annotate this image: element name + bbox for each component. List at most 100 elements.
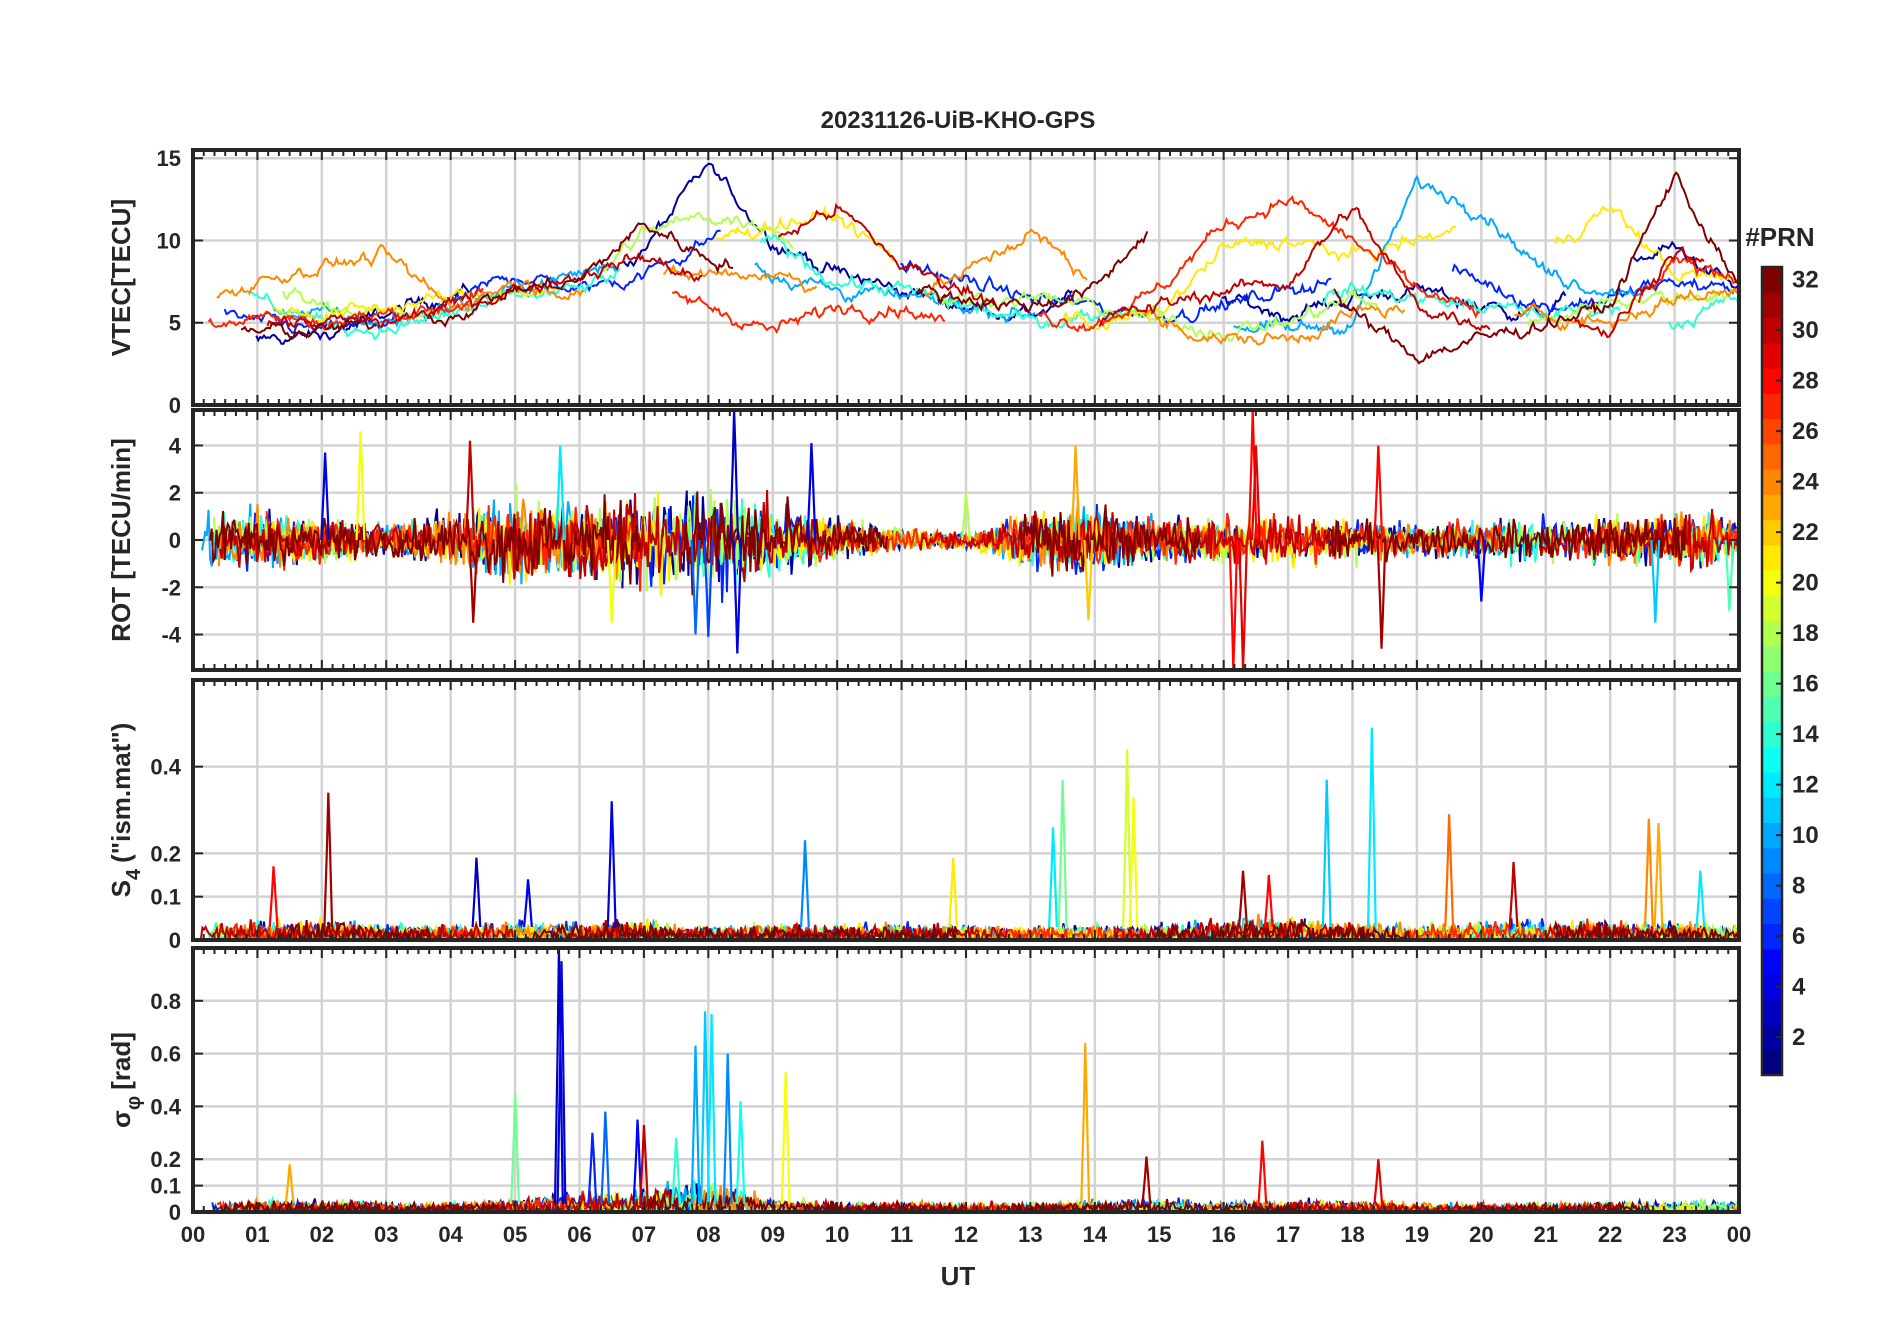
y-label-main: σ	[106, 1110, 136, 1128]
y-tick-label: 0	[169, 1200, 181, 1225]
s4-axes	[191, 678, 1741, 942]
spike-prn-3	[553, 948, 564, 1205]
colorbar-segment	[1762, 292, 1782, 319]
spike-prn-12	[555, 445, 566, 541]
colorbar-segment	[1762, 974, 1782, 1000]
series-line-prn-2	[622, 162, 1073, 323]
panel-rot: -4 -2 0 2 4 ROT [TECU/min]	[106, 408, 1741, 672]
spike-prn-22	[1083, 539, 1094, 621]
spike-prn-12	[1366, 727, 1377, 928]
y-label-sub: 4	[123, 868, 145, 880]
x-tick-label: 22	[1598, 1222, 1622, 1247]
colorbar-segment	[1762, 393, 1782, 420]
sigma_phi-y-label: σφ [rad]	[106, 1032, 145, 1128]
vtec-data	[207, 162, 1739, 365]
spike-prn-4	[556, 961, 567, 1205]
colorbar-segment	[1762, 999, 1782, 1026]
s4-data	[199, 727, 1739, 940]
colorbar-box	[1760, 265, 1784, 1077]
x-tick-label: 00	[181, 1222, 205, 1247]
y-tick-label: 0.4	[150, 1094, 181, 1119]
colorbar-segment	[1762, 1049, 1782, 1076]
vtec-y-label: VTEC[TECU]	[106, 199, 136, 356]
spike-prn-4	[606, 801, 617, 928]
colorbar-segment	[1762, 746, 1782, 773]
sigma_phi-grid	[191, 948, 1741, 1214]
rot-data	[201, 410, 1739, 670]
series-line-prn-32	[680, 491, 889, 596]
series-line-prn-2	[1632, 240, 1739, 289]
colorbar-segment	[1762, 519, 1782, 546]
colorbar-tick-label: 6	[1792, 923, 1805, 950]
series-line-prn-21	[716, 205, 895, 262]
y-tick-label: 15	[157, 146, 181, 171]
y-tick-label: -4	[161, 623, 181, 648]
spike-prn-12	[706, 1013, 717, 1205]
series-line-prn-6	[900, 259, 1332, 325]
spike-prn-28	[1257, 1140, 1268, 1205]
series-line-prn-32	[209, 494, 642, 585]
series-line-prn-32	[1151, 918, 1411, 940]
colorbar-segment	[1762, 1024, 1782, 1051]
series-line-prn-24	[662, 263, 818, 294]
spike-prn-5	[632, 1119, 643, 1205]
spike-prn-29	[1238, 539, 1248, 670]
rot-axes	[191, 408, 1741, 672]
spike-prn-10	[690, 1045, 701, 1205]
series-line-prn-30	[219, 520, 428, 568]
x-tick-label: 18	[1340, 1222, 1364, 1247]
series-line-prn-18	[282, 286, 452, 319]
series-line-prn-21	[1554, 205, 1739, 282]
x-tick-label: 13	[1018, 1222, 1042, 1247]
spike-prn-4	[732, 539, 743, 654]
rot-y-label: ROT [TECU/min]	[106, 438, 136, 642]
y-tick-label: 0.8	[150, 989, 181, 1014]
vtec-axes	[191, 148, 1741, 407]
spike-prn-7	[703, 539, 714, 637]
spike-prn-31	[1238, 870, 1248, 928]
spike-prn-28	[1263, 874, 1274, 928]
spike-prn-23	[1070, 445, 1081, 541]
colorbar-segment	[1762, 342, 1782, 369]
colorbar-tick-label: 32	[1792, 267, 1819, 294]
y-label-sub: φ	[123, 1096, 145, 1110]
series-line-prn-14	[1321, 280, 1621, 324]
colorbar-tick-label: 2	[1792, 1024, 1805, 1051]
colorbar-segment	[1762, 443, 1782, 470]
colorbar-segment	[1762, 544, 1782, 571]
figure-title: 20231126-UiB-KHO-GPS	[821, 107, 1096, 134]
y-label-rest: ("ism.mat")	[106, 723, 136, 863]
x-tick-label: 01	[245, 1222, 269, 1247]
s4-grid	[191, 680, 1741, 942]
colorbar-tick-label: 12	[1792, 772, 1819, 799]
series-line-prn-32	[240, 314, 377, 341]
spike-prn-29	[1250, 445, 1261, 541]
colorbar-tick-label: 30	[1792, 317, 1819, 344]
vtec-grid	[191, 150, 1741, 407]
colorbar-segment	[1762, 696, 1782, 723]
series-line-prn-32	[1325, 514, 1687, 563]
colorbar-segment	[1762, 923, 1782, 950]
x-tick-label: 10	[825, 1222, 849, 1247]
y-tick-label: 0	[169, 528, 181, 553]
y-tick-label: 0.2	[150, 841, 181, 866]
y-tick-label: 0.4	[150, 755, 181, 780]
x-tick-label: 19	[1405, 1222, 1429, 1247]
spike-prn-16	[510, 1093, 520, 1205]
spike-prn-28	[268, 866, 279, 928]
spike-prn-4	[806, 443, 817, 541]
series-line-prn-24	[1143, 304, 1406, 346]
y-tick-label: 0	[169, 928, 181, 953]
panel-s4: 0 0.1 0.2 0.4 S4 ("ism.mat")	[106, 678, 1741, 953]
spike-prn-23	[1653, 822, 1664, 928]
colorbar-segment	[1762, 772, 1782, 798]
spike-prn-24	[1643, 818, 1654, 928]
spike-prn-23	[1080, 1042, 1091, 1205]
spike-prn-19	[1122, 749, 1132, 928]
colorbar-segment	[1762, 317, 1782, 344]
series-line-prn-30	[777, 202, 996, 306]
colorbar-segment	[1762, 469, 1782, 495]
x-tick-label: 11	[890, 1222, 913, 1247]
s4-y-label: S4 ("ism.mat")	[106, 723, 145, 898]
